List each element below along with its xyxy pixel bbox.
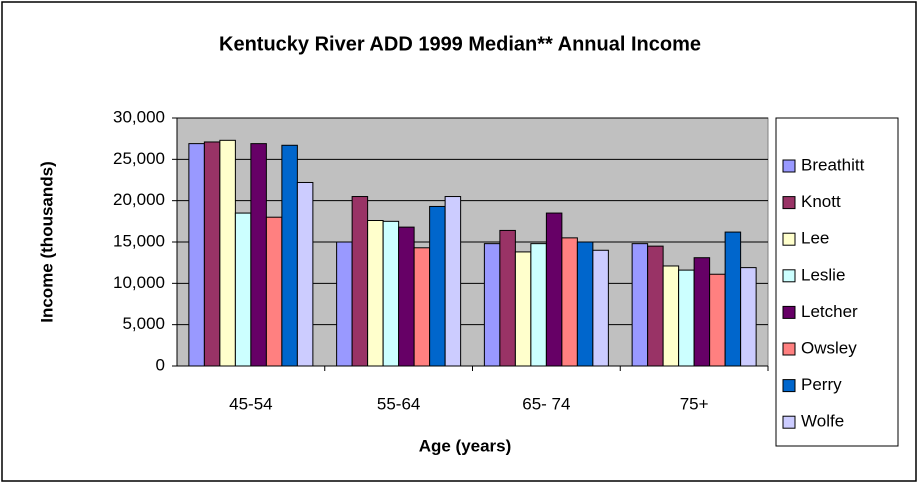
legend-swatch	[782, 379, 796, 393]
legend-label: Letcher	[801, 302, 858, 321]
bar	[296, 181, 314, 367]
bar	[234, 212, 252, 367]
bar	[429, 205, 446, 367]
x-axis-label: Age (years)	[419, 436, 512, 455]
bar	[483, 243, 501, 367]
legend-label: Knott	[801, 192, 841, 211]
bar	[545, 212, 563, 367]
legend-swatch	[782, 415, 796, 429]
x-tick-label: 65- 74	[522, 394, 570, 413]
bar	[250, 143, 267, 367]
y-tick-label: 0	[156, 355, 165, 374]
bar	[561, 237, 578, 367]
bar	[647, 245, 664, 367]
bar	[740, 267, 757, 367]
bar	[367, 220, 384, 367]
bar	[693, 257, 711, 367]
bar	[662, 265, 680, 367]
bar	[413, 247, 431, 367]
bar	[336, 241, 353, 367]
bar	[188, 143, 205, 367]
bar	[203, 141, 221, 367]
bar	[576, 241, 594, 367]
bar	[499, 229, 516, 367]
bar	[281, 144, 298, 367]
y-tick-label: 20,000	[113, 190, 165, 209]
legend-swatch	[782, 342, 796, 356]
y-tick-label: 15,000	[113, 231, 165, 250]
y-tick-label: 5,000	[122, 314, 165, 333]
bar	[724, 231, 742, 367]
bar	[678, 269, 695, 367]
legend-label: Breathitt	[801, 155, 865, 174]
bar	[382, 220, 400, 367]
bar	[631, 243, 649, 367]
y-tick-label: 10,000	[113, 273, 165, 292]
legend-swatch	[782, 269, 796, 283]
x-tick-label: 55-64	[377, 394, 420, 413]
bar	[398, 226, 415, 367]
legend-label: Perry	[801, 375, 842, 394]
bar	[265, 216, 283, 367]
bar	[709, 273, 726, 367]
x-tick-label: 45-54	[229, 394, 272, 413]
legend-swatch	[782, 159, 796, 173]
legend-label: Lee	[801, 229, 829, 248]
bar	[351, 196, 369, 367]
y-tick-label: 25,000	[113, 149, 165, 168]
bar	[219, 139, 236, 367]
bar	[592, 249, 609, 367]
legend-label: Wolfe	[801, 412, 844, 431]
legend-swatch	[782, 305, 796, 319]
y-axis-label: Income (thousands)	[37, 161, 56, 323]
x-tick-label: 75+	[680, 394, 709, 413]
legend-label: Leslie	[801, 265, 845, 284]
bar	[444, 196, 462, 367]
bar	[514, 251, 532, 367]
bar	[530, 243, 547, 367]
y-tick-label: 30,000	[113, 107, 165, 126]
legend-box	[775, 117, 899, 447]
legend-swatch	[782, 196, 796, 210]
legend-swatch	[782, 232, 796, 246]
legend-label: Owsley	[801, 338, 857, 357]
chart-title: Kentucky River ADD 1999 Median** Annual …	[219, 33, 701, 55]
